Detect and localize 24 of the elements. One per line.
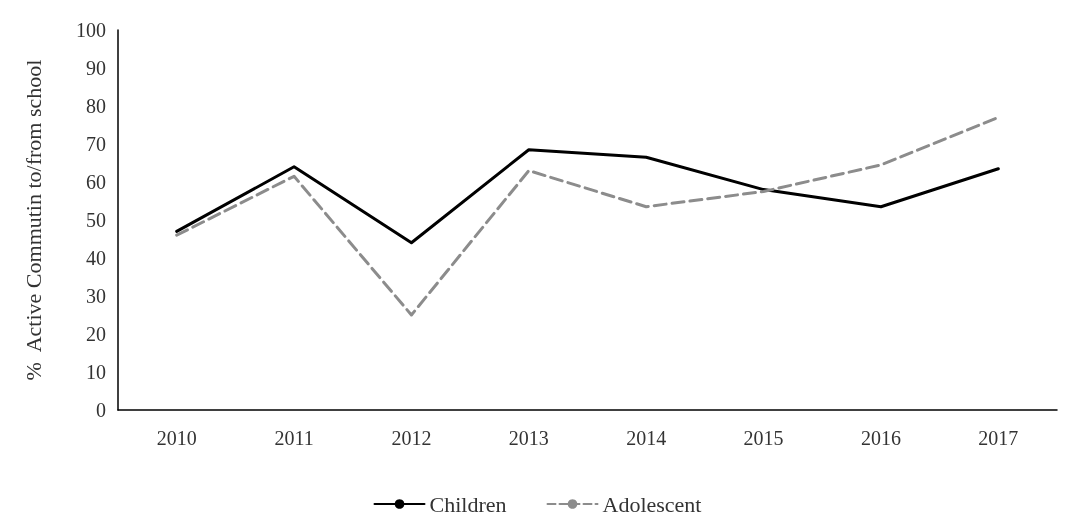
legend-label: Adolescent <box>602 491 702 517</box>
legend-label: Children <box>429 491 507 517</box>
x-tick-label: 2014 <box>626 427 667 449</box>
y-tick-label: 20 <box>86 323 106 345</box>
y-tick-label: 70 <box>86 133 106 155</box>
line-series <box>175 115 1000 317</box>
y-tick-label: 90 <box>86 57 106 79</box>
y-tick-label: 100 <box>76 19 106 41</box>
y-tick-label: 80 <box>86 95 106 117</box>
y-axis-title: % Active Commutin to/from school <box>20 59 46 381</box>
y-tick-label: 0 <box>96 399 106 421</box>
x-tick-label: 2011 <box>274 427 314 449</box>
line-series <box>175 148 1000 245</box>
y-tick-label: 30 <box>86 285 106 307</box>
y-tick-label: 50 <box>86 209 106 231</box>
x-tick-label: 2013 <box>508 427 549 449</box>
y-tick-label: 10 <box>86 361 106 383</box>
x-tick-label: 2010 <box>156 427 197 449</box>
x-tick-label: 2015 <box>743 427 784 449</box>
x-tick-label: 2012 <box>391 427 432 449</box>
x-tick-label: 2017 <box>978 427 1019 449</box>
y-tick-label: 40 <box>86 247 106 269</box>
x-tick-label: 2016 <box>860 427 901 449</box>
y-tick-label: 60 <box>86 171 106 193</box>
